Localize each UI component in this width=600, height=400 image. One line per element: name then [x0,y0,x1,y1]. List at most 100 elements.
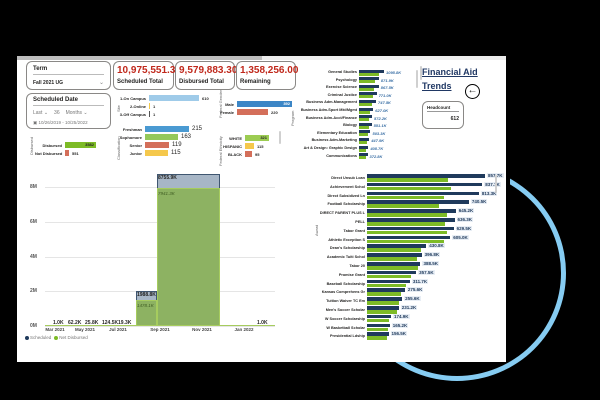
monthly-disbursement-chart: 0M 2M 4M 6M 8M 1988.8K 1478.1K 8755.9K 7941.3K 1.… [17,166,292,362]
award-row[interactable]: Presidential Ldship 156.5K [329,331,408,340]
data-label: 62.2K [68,320,82,326]
gender-row[interactable]: Male 392 [225,101,292,107]
x-tick-label: Nov 2021 [192,327,212,332]
award-row[interactable]: Football Scholarship 740.5K [327,199,488,208]
y-tick-label: 4M [30,253,37,260]
award-row[interactable]: Direct Unsub Loan 857.7K [307,173,504,182]
disbursed-axis-title: Disbursed [29,136,34,155]
classification-row[interactable]: Freshman 215 [122,126,203,132]
award-row[interactable]: Athletic Exception S 605.0K [328,234,469,244]
x-tick-label: Jul 2021 [109,327,127,332]
award-scrollbar[interactable] [495,175,497,193]
award-row[interactable]: PELL 636.3K [355,217,474,226]
program-chart: General Studies 1095.8K Psychology 871.9K… [295,69,415,161]
program-row[interactable]: Elementary Education 503.3K [317,130,386,137]
program-row[interactable]: Business Adm-Sport Mkt/Mgmt 627.0K [300,107,389,114]
chevron-down-icon[interactable]: ⌄ [98,80,104,86]
data-label: 25.8K [85,320,99,326]
ethnicity-row[interactable]: BLACK 95 [228,151,260,157]
award-row[interactable]: Direct Subsidized Ln 813.3K [327,190,498,200]
dashboard-title[interactable]: Financial Aid Trends [422,67,478,91]
award-row[interactable]: Dean's Scholarship 430.8K [329,243,445,252]
site-row[interactable]: 2-Online 1 [129,103,156,109]
ethnicity-row[interactable]: WHITE 321 [229,135,269,141]
y-tick-label: 0M [30,323,37,329]
program-row[interactable]: Biology 551.1K [343,122,387,129]
headcount-value: 612 [450,116,459,122]
date-range: 10/26/2019 - 10/25/2022 [38,120,88,125]
award-row[interactable]: W Soccer Scholarship 174.9K [324,313,410,323]
award-row[interactable]: Kansas Comprehens Gr 275.6K [321,287,424,296]
award-chart: Direct Unsub Loan 857.7KAchievement Scho… [307,172,504,342]
kpi-value: 10,975,551.30 [117,65,181,76]
award-row[interactable]: W Basketball Scholar 165.2K [326,322,409,332]
program-row[interactable]: Business Adm-Marketing 447.9K [311,137,385,144]
y-tick-label: 8M [30,184,37,190]
term-value[interactable]: Fall 2021 UG [33,80,64,86]
x-tick-label: Mar 2021 [45,327,65,332]
kpi-label: Disbursed Total [179,79,224,85]
program-row[interactable]: Art & Design: Graphic Design 408.7K [303,145,384,152]
ethnicity-row[interactable]: HISPANIC 115 [223,143,264,149]
program-row[interactable]: Criminal Justice 771.0K [327,92,392,99]
classification-row[interactable]: Sophomore 163 [119,134,192,140]
data-label: 124.5K [102,320,119,326]
disbursed-row[interactable]: Not Disbursed 551 [35,150,79,156]
x-tick-label: Sep 2021 [150,327,170,332]
award-row[interactable]: Achievement Schol 837.7K [329,181,501,191]
kpi-label: Scheduled Total [117,79,163,85]
award-row[interactable]: Tabor 20 388.5K [349,261,439,270]
headcount-label: Headcount [427,105,451,110]
classification-row[interactable]: Junior 115 [129,150,181,156]
classification-row[interactable]: Senior 119 [129,142,182,148]
program-row[interactable]: Psychology 871.9K [335,77,394,84]
program-scrollbar[interactable] [416,70,418,88]
program-row[interactable]: Exercise Science 867.5K [325,84,394,91]
right-scrollbar[interactable] [420,66,422,80]
gridline [45,326,275,327]
x-tick-label: Jan 2022 [234,327,254,332]
count-input[interactable]: 36 [54,110,60,116]
term-slicer[interactable]: Term Fall 2021 UG ⌄ [26,61,111,90]
program-row[interactable]: General Studies 1095.8K [328,69,402,76]
ethnicity-scrollbar[interactable] [279,131,281,144]
program-row[interactable]: Business Adm-Acct/Finance 572.2K [305,115,387,122]
site-row[interactable]: 1-On Campus 610 [119,95,209,101]
term-label: Term [33,66,48,72]
kpi-remaining: 1,358,256.00 Remaining [236,61,299,90]
data-label: 1.0K [257,320,268,326]
kpi-disbursed-total: 9,579,883.30 Disbursed Total [175,61,238,90]
y-tick-label: 2M [30,288,37,295]
chart-legend[interactable]: Scheduled Net Disbursed [25,335,88,340]
calendar-icon: ▣ [33,120,38,125]
award-row[interactable]: DIRECT PARENT PLUS L 645.2K [319,208,475,217]
relative-dropdown[interactable]: Last ⌄ [33,110,49,116]
site-row[interactable]: 3-Off Campus 1 [119,111,156,117]
back-arrow-icon[interactable]: ← [465,84,480,99]
award-row[interactable]: Tuition Waiver TC Em 255.6K [326,296,421,305]
kpi-scheduled-total: 10,975,551.30 Scheduled Total [113,61,181,90]
award-row[interactable]: Promise Grant 357.5K [338,269,435,279]
gender-row[interactable]: Female 220 [220,109,278,115]
data-label: 1.0K [53,320,64,326]
net-disbursed-bar[interactable] [157,188,220,326]
program-row[interactable]: Business Adm-Management 747.5K [306,99,391,106]
award-row[interactable]: Men's Soccer Scholar 231.2K [325,305,418,314]
scheduled-date-label: Scheduled Date [33,97,79,103]
kpi-value: 9,579,883.30 [179,65,238,76]
kpi-value: 1,358,256.00 [240,65,299,76]
kpi-label: Remaining [240,79,271,85]
unit-dropdown[interactable]: Months ⌄ [65,110,88,116]
award-row[interactable]: Tabor Grant 629.5K [343,225,473,235]
dashboard-panel: Term Fall 2021 UG ⌄ 10,975,551.30 Schedu… [17,56,506,362]
award-row[interactable]: Baseball Scholarship 311.7K [326,278,429,288]
award-row[interactable]: Academic Tuiti Schol 396.8K [326,252,441,261]
disbursed-row[interactable]: Disbursed 3582 [42,142,96,148]
scheduled-date-slicer[interactable]: Scheduled Date Last ⌄ 36 Months ⌄ ▣ 10/2… [26,93,111,129]
data-label: 19.3K [118,320,132,326]
x-tick-label: May 2021 [74,327,96,332]
program-row[interactable]: Communications 372.8K [326,153,383,160]
headcount-card: Headcount 612 [422,101,464,129]
y-tick-label: 6M [30,218,37,225]
top-strip [17,56,506,60]
